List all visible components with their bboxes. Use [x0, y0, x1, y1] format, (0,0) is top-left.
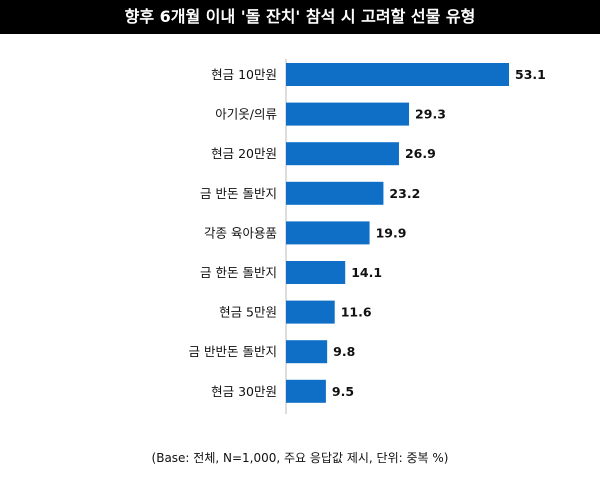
value-label: 26.9 [405, 146, 436, 161]
bar [286, 63, 509, 86]
value-label: 53.1 [515, 67, 546, 82]
value-label: 14.1 [351, 265, 382, 280]
bar [286, 181, 384, 205]
value-label: 9.8 [333, 344, 355, 359]
category-label: 현금 20만원 [211, 146, 277, 161]
value-label: 11.6 [341, 305, 372, 320]
category-label: 아기옷/의류 [215, 107, 277, 122]
value-label: 9.5 [332, 384, 354, 399]
category-label: 금 반반돈 돌반지 [189, 344, 277, 359]
bar [286, 300, 335, 324]
bar [286, 340, 328, 364]
bar [286, 221, 370, 245]
category-label: 현금 10만원 [211, 67, 277, 82]
category-label: 현금 30만원 [211, 384, 277, 399]
chart-footnote: (Base: 전체, N=1,000, 주요 응답값 제시, 단위: 중복 %) [151, 451, 449, 465]
bars-group: 현금 10만원 53.1 아기옷/의류 29.3 현금 20만원 26.9 금 반돈 돌반지… [189, 63, 546, 403]
chart-title: 향후 6개월 이내 '돌 잔치' 참석 시 고려할 선물 유형 [0, 0, 600, 34]
category-label: 금 반돈 돌반지 [200, 186, 277, 201]
bar [286, 142, 399, 166]
bar [286, 379, 326, 403]
bar [286, 102, 410, 126]
bar [286, 261, 346, 284]
category-label: 각종 육아용품 [204, 225, 277, 240]
category-label: 금 한돈 돌반지 [200, 265, 277, 280]
value-label: 29.3 [415, 107, 446, 122]
bar-chart: 현금 10만원 53.1 아기옷/의류 29.3 현금 20만원 26.9 금 반돈 돌반지… [189, 59, 546, 414]
category-label: 현금 5만원 [219, 305, 277, 320]
value-label: 23.2 [389, 186, 420, 201]
value-label: 19.9 [376, 225, 407, 240]
